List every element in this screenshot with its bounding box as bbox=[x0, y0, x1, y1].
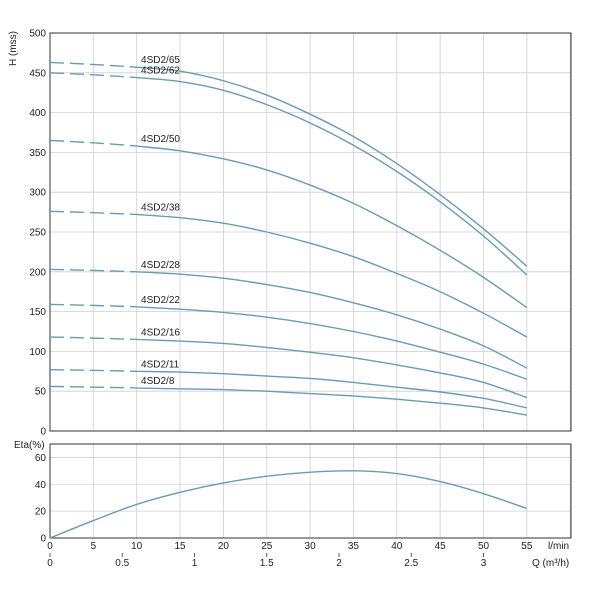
head-curve-dashed bbox=[49, 268, 137, 273]
x-axis-m3h-ticks: 0 0.5 1 1.5 2 2.5 3 bbox=[47, 553, 487, 569]
x-m3h-tick-label: 0.5 bbox=[115, 558, 129, 569]
head-curve bbox=[136, 145, 528, 309]
x-lmin-tick-label: 5 bbox=[91, 541, 97, 552]
efficiency-y-tick-label: 60 bbox=[35, 453, 47, 464]
head-y-axis-label: H (mss) bbox=[8, 31, 19, 66]
efficiency-y-tick-label: 0 bbox=[40, 534, 46, 545]
x-m3h-tick-label: 2 bbox=[336, 558, 342, 569]
x-axis-lmin-ticks: 0 5 10 15 20 25 30 35 40 45 50 55 bbox=[47, 541, 533, 552]
head-curve-label: 4SD2/28 bbox=[141, 260, 180, 271]
head-curve bbox=[136, 66, 528, 267]
head-y-tick-label: 300 bbox=[29, 188, 46, 199]
x-lmin-tick-label: 20 bbox=[218, 541, 230, 552]
x-m3h-tick-label: 0 bbox=[47, 558, 53, 569]
head-curve-dashed bbox=[49, 336, 137, 341]
head-curve bbox=[136, 271, 528, 369]
head-curve-label: 4SD2/65 bbox=[141, 55, 180, 66]
head-chart-frame bbox=[49, 32, 572, 432]
head-curve-dashed bbox=[49, 369, 137, 372]
head-y-tick-label: 0 bbox=[40, 427, 46, 438]
head-curve bbox=[136, 338, 528, 399]
efficiency-line bbox=[49, 470, 528, 539]
x-lmin-tick-label: 35 bbox=[348, 541, 360, 552]
head-chart-grid bbox=[50, 33, 571, 431]
head-y-tick-label: 200 bbox=[29, 267, 46, 278]
x-m3h-tick-label: 3 bbox=[481, 558, 487, 569]
head-y-ticks: 0 50 100 150 200 250 300 350 400 450 500 bbox=[29, 29, 46, 438]
head-curve-label: 4SD2/62 bbox=[141, 66, 180, 77]
head-curve bbox=[136, 213, 528, 338]
head-curve-label: 4SD2/22 bbox=[141, 295, 180, 306]
efficiency-y-tick-label: 20 bbox=[35, 507, 47, 518]
x-lmin-tick-label: 15 bbox=[174, 541, 186, 552]
head-curve-dashed bbox=[49, 61, 137, 68]
head-y-tick-label: 350 bbox=[29, 148, 46, 159]
x-lmin-tick-label: 10 bbox=[131, 541, 143, 552]
head-y-tick-label: 150 bbox=[29, 307, 46, 318]
x-lmin-tick-label: 0 bbox=[47, 541, 53, 552]
efficiency-y-tick-label: 40 bbox=[35, 480, 47, 491]
head-curve-dashed bbox=[49, 210, 137, 216]
head-y-tick-label: 250 bbox=[29, 228, 46, 239]
head-curve-dashed bbox=[49, 72, 137, 79]
head-curve-dashed bbox=[49, 385, 137, 389]
head-y-tick-label: 450 bbox=[29, 68, 46, 79]
head-curve-label: 4SD2/8 bbox=[141, 376, 175, 387]
head-curve bbox=[136, 306, 528, 380]
efficiency-y-axis-label: Eta(%) bbox=[14, 440, 45, 451]
x-axis-lmin-label: l/min bbox=[548, 541, 569, 552]
x-lmin-tick-label: 45 bbox=[435, 541, 447, 552]
head-curve-label: 4SD2/50 bbox=[141, 134, 180, 145]
efficiency-chart-grid bbox=[50, 444, 571, 538]
head-y-tick-label: 500 bbox=[29, 29, 46, 40]
head-curve-label: 4SD2/38 bbox=[141, 202, 180, 213]
head-curve bbox=[136, 76, 528, 276]
x-m3h-tick-label: 2.5 bbox=[404, 558, 418, 569]
head-curve-label: 4SD2/11 bbox=[141, 359, 180, 370]
x-lmin-tick-label: 25 bbox=[261, 541, 273, 552]
head-y-tick-label: 50 bbox=[35, 387, 47, 398]
x-axis-m3h-label: Q (m³/h) bbox=[532, 558, 569, 569]
efficiency-y-ticks: 0 20 40 60 bbox=[35, 453, 47, 545]
head-curve-label: 4SD2/16 bbox=[141, 327, 180, 338]
efficiency-curve bbox=[49, 470, 528, 539]
x-lmin-tick-label: 50 bbox=[478, 541, 490, 552]
head-curve-dashed bbox=[49, 303, 137, 308]
efficiency-chart-frame bbox=[49, 443, 572, 539]
x-lmin-tick-label: 30 bbox=[305, 541, 317, 552]
x-m3h-tick-label: 1 bbox=[192, 558, 198, 569]
head-y-tick-label: 400 bbox=[29, 108, 46, 119]
head-y-tick-label: 100 bbox=[29, 347, 46, 358]
head-curve bbox=[136, 370, 528, 409]
head-curve bbox=[136, 387, 527, 416]
head-curve-dashed bbox=[49, 139, 137, 147]
x-m3h-tick-label: 1.5 bbox=[260, 558, 274, 569]
x-lmin-tick-label: 40 bbox=[391, 541, 403, 552]
x-lmin-tick-label: 55 bbox=[521, 541, 533, 552]
